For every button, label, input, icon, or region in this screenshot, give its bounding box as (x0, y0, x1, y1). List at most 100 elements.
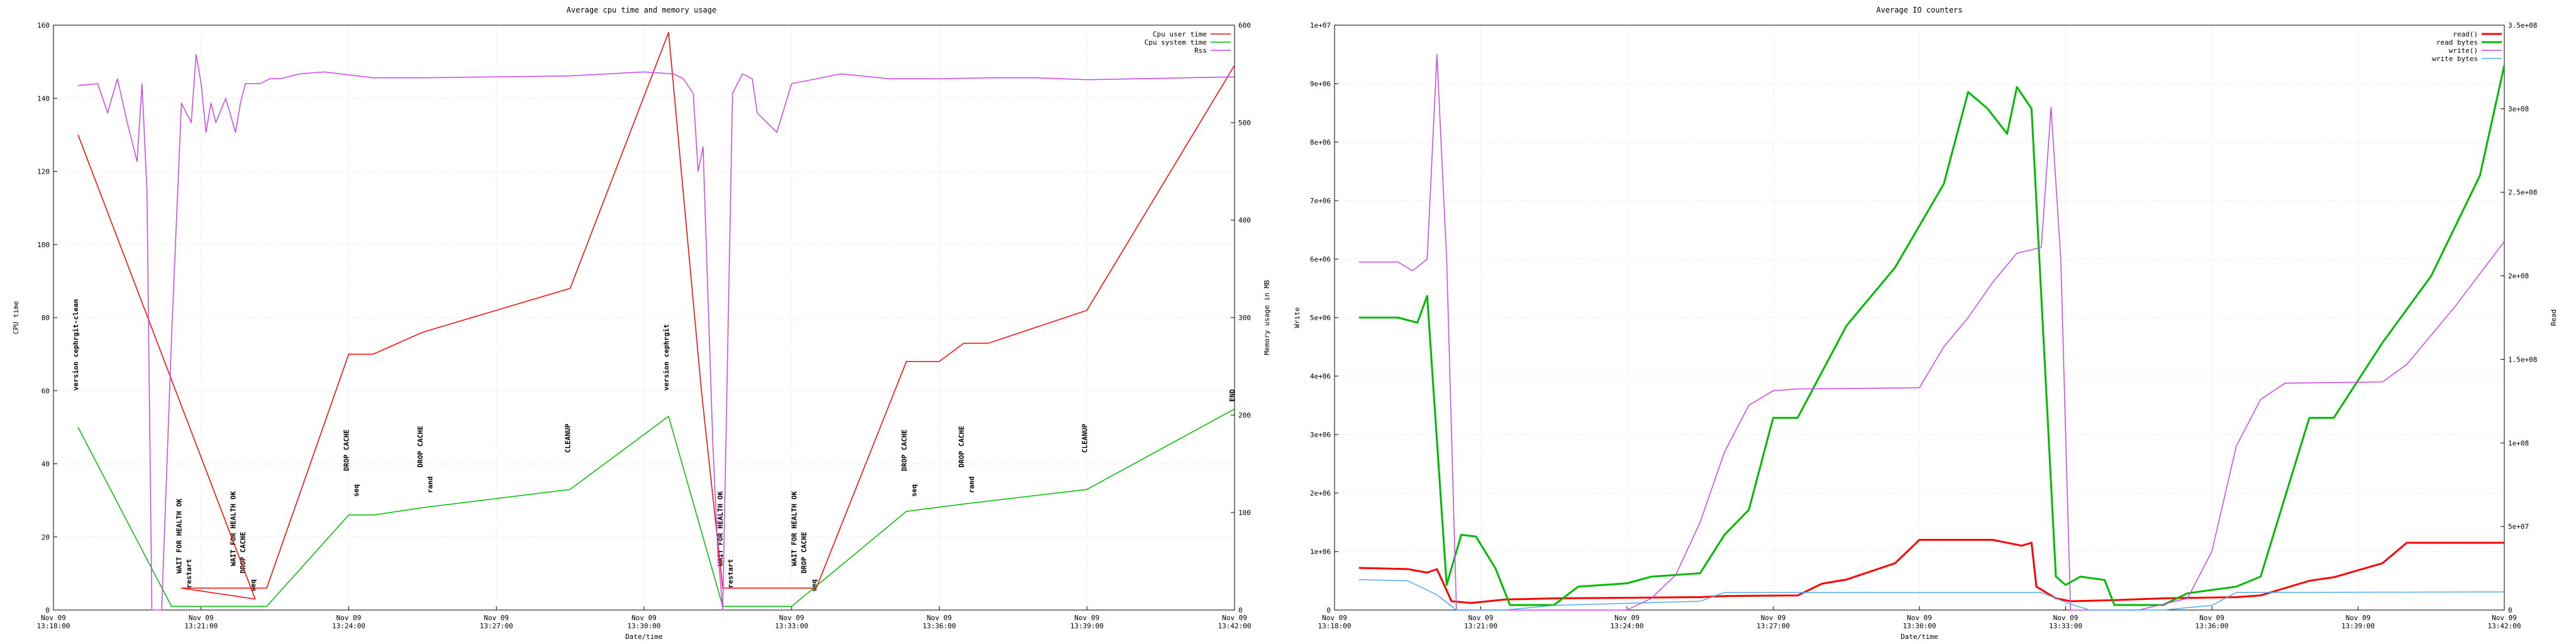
y-tick-label: 160 (37, 21, 50, 30)
y2-tick-label: 0 (1238, 606, 1243, 614)
x-tick-date: Nov 09 (2053, 614, 2079, 622)
x-tick-date: Nov 09 (2199, 614, 2224, 622)
x-tick-time: 13:18:00 (1318, 622, 1352, 630)
x-tick-time: 13:21:00 (184, 622, 218, 630)
legend-label: write bytes (2432, 55, 2478, 63)
x-tick-date: Nov 09 (41, 614, 66, 622)
legend-label: Cpu user time (1153, 30, 1207, 38)
y-tick-label: 80 (42, 314, 50, 322)
y2-tick-label: 0 (2508, 606, 2512, 614)
x-tick-time: 13:27:00 (480, 622, 513, 630)
legend-label: read bytes (2436, 38, 2478, 47)
chart-title: Average IO counters (1876, 6, 1962, 14)
annotation-label: version cephrgit-clean (72, 299, 80, 391)
plot-frame (53, 25, 1235, 611)
x-tick-time: 13:33:00 (2049, 622, 2082, 630)
annotation-label: rand (426, 477, 435, 494)
y-tick-label: 1e+07 (1310, 21, 1331, 30)
y-tick-label: 9e+06 (1310, 80, 1331, 88)
y2-axis-label: Memory usage in MB (1263, 280, 1271, 355)
annotation-label: rand (967, 477, 975, 494)
x-tick-date: Nov 09 (1468, 614, 1494, 622)
annotation-label: DROP CACHE (800, 532, 808, 574)
x-axis-label: Date/time (1901, 633, 1938, 641)
series-line-rss (78, 53, 1235, 611)
y-tick-label: 6e+06 (1310, 255, 1331, 264)
x-tick-time: 13:18:00 (37, 622, 70, 630)
annotation-label: seq (810, 579, 818, 592)
x-tick-date: Nov 09 (484, 614, 509, 622)
x-tick-time: 13:39:00 (1070, 622, 1104, 630)
legend-label: Cpu system time (1145, 38, 1207, 47)
x-axis-label: Date/time (625, 633, 663, 641)
annotation-label: restart (726, 559, 735, 588)
x-tick-date: Nov 09 (1222, 614, 1247, 622)
series-line-write-bytes (1358, 579, 2505, 611)
y2-tick-label: 100 (1238, 509, 1251, 517)
y-tick-label: 3e+06 (1310, 431, 1331, 439)
y2-tick-label: 200 (1238, 411, 1251, 419)
y-tick-label: 1e+06 (1310, 548, 1331, 556)
y-tick-label: 2e+06 (1310, 489, 1331, 497)
y2-tick-label: 3.5e+08 (2508, 21, 2537, 30)
y-tick-label: 0 (45, 606, 50, 614)
annotation-label: CLEANUP (1080, 423, 1089, 453)
y2-tick-label: 2.5e+08 (2508, 189, 2537, 197)
x-tick-time: 13:33:00 (775, 622, 808, 630)
y2-tick-label: 500 (1238, 119, 1251, 127)
annotation-label: WAIT FOR HEALTH OK (791, 491, 799, 567)
y2-tick-label: 400 (1238, 216, 1251, 225)
y2-tick-label: 2e+08 (2508, 272, 2529, 280)
y-tick-label: 5e+06 (1310, 314, 1331, 322)
y2-tick-label: 5e+07 (2508, 523, 2529, 531)
x-tick-date: Nov 09 (631, 614, 657, 622)
series-line-write (1358, 53, 2505, 611)
y2-axis-label: Read (2550, 309, 2558, 326)
y-tick-label: 8e+06 (1310, 138, 1331, 147)
annotation-label: seq (352, 484, 360, 497)
x-tick-time: 13:42:00 (1218, 622, 1252, 630)
y-tick-label: 4e+06 (1310, 372, 1331, 380)
y2-tick-label: 1.5e+08 (2508, 355, 2537, 364)
legend-label: write() (2449, 47, 2478, 55)
series-line-read-bytes (1358, 65, 2506, 606)
x-tick-time: 13:30:00 (1903, 622, 1936, 630)
legend-label: read() (2453, 30, 2478, 38)
annotation-label: CLEANUP (564, 423, 572, 453)
x-tick-date: Nov 09 (927, 614, 952, 622)
x-tick-date: Nov 09 (2346, 614, 2371, 622)
x-tick-time: 13:21:00 (1464, 622, 1497, 630)
annotation-label: DROP CACHE (958, 426, 966, 467)
y2-tick-label: 300 (1238, 314, 1251, 322)
x-tick-time: 13:24:00 (1611, 622, 1644, 630)
x-tick-time: 13:24:00 (332, 622, 365, 630)
y-tick-label: 40 (42, 460, 50, 469)
chart-title: Average cpu time and memory usage (567, 6, 716, 14)
x-tick-date: Nov 09 (1907, 614, 1932, 622)
series-line-read (1358, 538, 2504, 604)
x-tick-date: Nov 09 (2492, 614, 2517, 622)
y-tick-label: 100 (37, 241, 50, 249)
x-tick-date: Nov 09 (1322, 614, 1347, 622)
x-tick-date: Nov 09 (189, 614, 214, 622)
y-tick-label: 140 (37, 94, 50, 103)
annotation-label: seq (910, 484, 918, 497)
series-line-cpu-system-time (77, 408, 1235, 607)
y-tick-label: 60 (42, 387, 50, 395)
y-tick-label: 0 (1326, 606, 1331, 614)
cpu-memory-chart: Average cpu time and memory usage Nov 09… (12, 6, 1271, 641)
x-tick-time: 13:36:00 (923, 622, 956, 630)
x-tick-date: Nov 09 (1614, 614, 1640, 622)
x-tick-date: Nov 09 (779, 614, 804, 622)
y-axis-label: CPU time (12, 301, 20, 335)
annotation-label: DROP CACHE (900, 430, 908, 471)
x-tick-date: Nov 09 (1074, 614, 1099, 622)
annotation-label: DROP CACHE (343, 430, 351, 471)
x-tick-time: 13:30:00 (628, 622, 661, 630)
x-tick-time: 13:39:00 (2341, 622, 2375, 630)
y-tick-label: 120 (37, 168, 50, 176)
x-tick-time: 13:36:00 (2196, 622, 2229, 630)
series-line-cpu-user-time (77, 31, 1235, 600)
